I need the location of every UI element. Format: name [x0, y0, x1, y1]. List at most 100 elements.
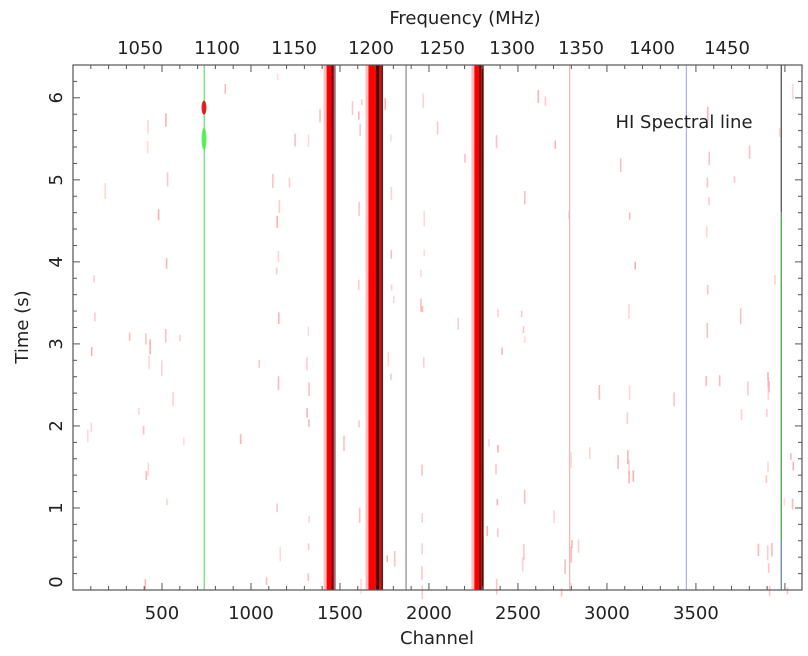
- blue-line: [685, 65, 687, 590]
- top-axis-title: Frequency (MHz): [389, 8, 540, 29]
- right-line-green: [780, 212, 782, 541]
- rfi-speckle: [706, 323, 709, 338]
- rfi-speckle: [457, 317, 459, 330]
- x-tick-label: 3500: [673, 603, 719, 624]
- top-tick-label: 1200: [348, 38, 394, 59]
- rfi-speckle: [733, 176, 736, 183]
- rfi-speckle: [589, 447, 591, 460]
- rfi-speckle: [786, 587, 789, 595]
- grey-line: [405, 65, 407, 590]
- blob: [201, 127, 207, 150]
- rfi-band-1: [326, 65, 336, 590]
- rfi-speckle: [308, 382, 310, 396]
- rfi-speckle: [357, 279, 360, 291]
- rfi-speckle: [149, 339, 151, 355]
- rfi-speckle: [436, 121, 439, 135]
- x-axis-ticks: 500 1000 1500 2000 2500 3000 3500: [90, 583, 786, 624]
- rfi-speckle: [343, 435, 345, 452]
- rfi-speckle: [766, 545, 769, 561]
- rfi-speckle: [146, 141, 149, 154]
- rfi-speckle: [767, 563, 770, 573]
- rfi-speckle: [161, 360, 163, 376]
- rfi-speckle: [164, 329, 167, 343]
- rfi-speckle: [705, 376, 707, 386]
- rfi-speckle: [626, 412, 629, 424]
- rfi-speckle: [523, 543, 525, 560]
- rfi-band-1-core: [331, 65, 334, 590]
- rfi-speckle: [464, 154, 466, 163]
- rfi-speckle: [767, 377, 769, 387]
- rfi-speckle: [165, 258, 168, 269]
- rfi-speckle: [739, 308, 742, 325]
- rfi-speckle: [537, 90, 540, 103]
- top-tick-label: 1450: [704, 38, 750, 59]
- rfi-speckle: [279, 547, 281, 562]
- rfi-speckle: [553, 510, 555, 524]
- rfi-speckle: [148, 355, 150, 370]
- rfi-speckle: [757, 543, 760, 556]
- rfi-speckle: [571, 540, 573, 549]
- rfi-speckle: [501, 347, 503, 355]
- rfi-speckle: [570, 546, 573, 563]
- rfi-speckle: [145, 471, 148, 480]
- rfi-speckle: [272, 173, 274, 188]
- rfi-band-3-halo: [471, 65, 475, 590]
- rfi-speckle: [495, 578, 498, 595]
- rfi-speckle: [157, 209, 160, 221]
- rfi-speckle: [486, 526, 488, 536]
- rfi-speckle: [390, 373, 392, 380]
- rfi-speckle: [276, 503, 278, 513]
- plot-area: [73, 65, 802, 590]
- top-axis-ticks: 1050 1100 1150 1200 1250 1300 1350 1400 1450: [90, 38, 786, 72]
- rfi-speckle: [307, 134, 310, 147]
- x-tick-label: 1500: [317, 603, 363, 624]
- rfi-speckle: [495, 463, 497, 475]
- y-tick-label: 2: [46, 420, 67, 431]
- rfi-speckle: [740, 409, 743, 421]
- rfi-speckle: [393, 296, 395, 304]
- rfi-speckle: [767, 372, 769, 380]
- rfi-speckle: [165, 113, 167, 127]
- rfi-speckle: [294, 133, 296, 147]
- rfi-speckle: [276, 215, 278, 228]
- rfi-speckle: [421, 464, 423, 476]
- rfi-speckle: [308, 419, 310, 427]
- rfi-speckle: [307, 543, 310, 550]
- rfi-speckle: [166, 172, 169, 187]
- rfi-speckle: [393, 551, 396, 567]
- x-tick-label: 1000: [228, 603, 274, 624]
- y-tick-label: 1: [46, 502, 67, 513]
- rfi-speckle: [628, 304, 630, 319]
- rfi-speckle: [390, 250, 393, 259]
- rfi-speckle: [708, 151, 710, 166]
- rfi-speckle: [144, 579, 147, 591]
- rfi-speckle: [360, 579, 362, 594]
- rfi-speckle: [783, 498, 786, 506]
- top-tick-label: 1250: [419, 38, 465, 59]
- rfi-band-3-core: [479, 65, 482, 590]
- rfi-speckle: [632, 470, 635, 482]
- rfi-speckle: [564, 559, 566, 574]
- rfi-speckle: [359, 124, 361, 136]
- rfi-speckle: [147, 462, 150, 476]
- rfi-speckle: [748, 145, 751, 159]
- rfi-speckle: [488, 439, 490, 447]
- rfi-speckle: [765, 475, 768, 483]
- x-tick-label: 500: [145, 603, 179, 624]
- rfi-speckle: [166, 498, 168, 506]
- rfi-speckle: [239, 434, 242, 445]
- x-tick-label: 2000: [406, 603, 452, 624]
- rfi-speckle: [421, 566, 423, 580]
- rfi-speckle: [307, 326, 310, 336]
- top-tick-label: 1350: [558, 38, 604, 59]
- rfi-band-3-edge: [482, 65, 484, 590]
- rfi-band-2: [368, 65, 383, 590]
- rfi-speckle: [673, 392, 675, 407]
- rfi-speckle: [128, 332, 131, 341]
- rfi-speckle: [497, 528, 499, 537]
- rfi-speckle: [523, 489, 526, 504]
- rfi-speckle: [258, 360, 261, 368]
- right-line-black: [780, 65, 782, 213]
- rfi-speckle: [224, 84, 226, 94]
